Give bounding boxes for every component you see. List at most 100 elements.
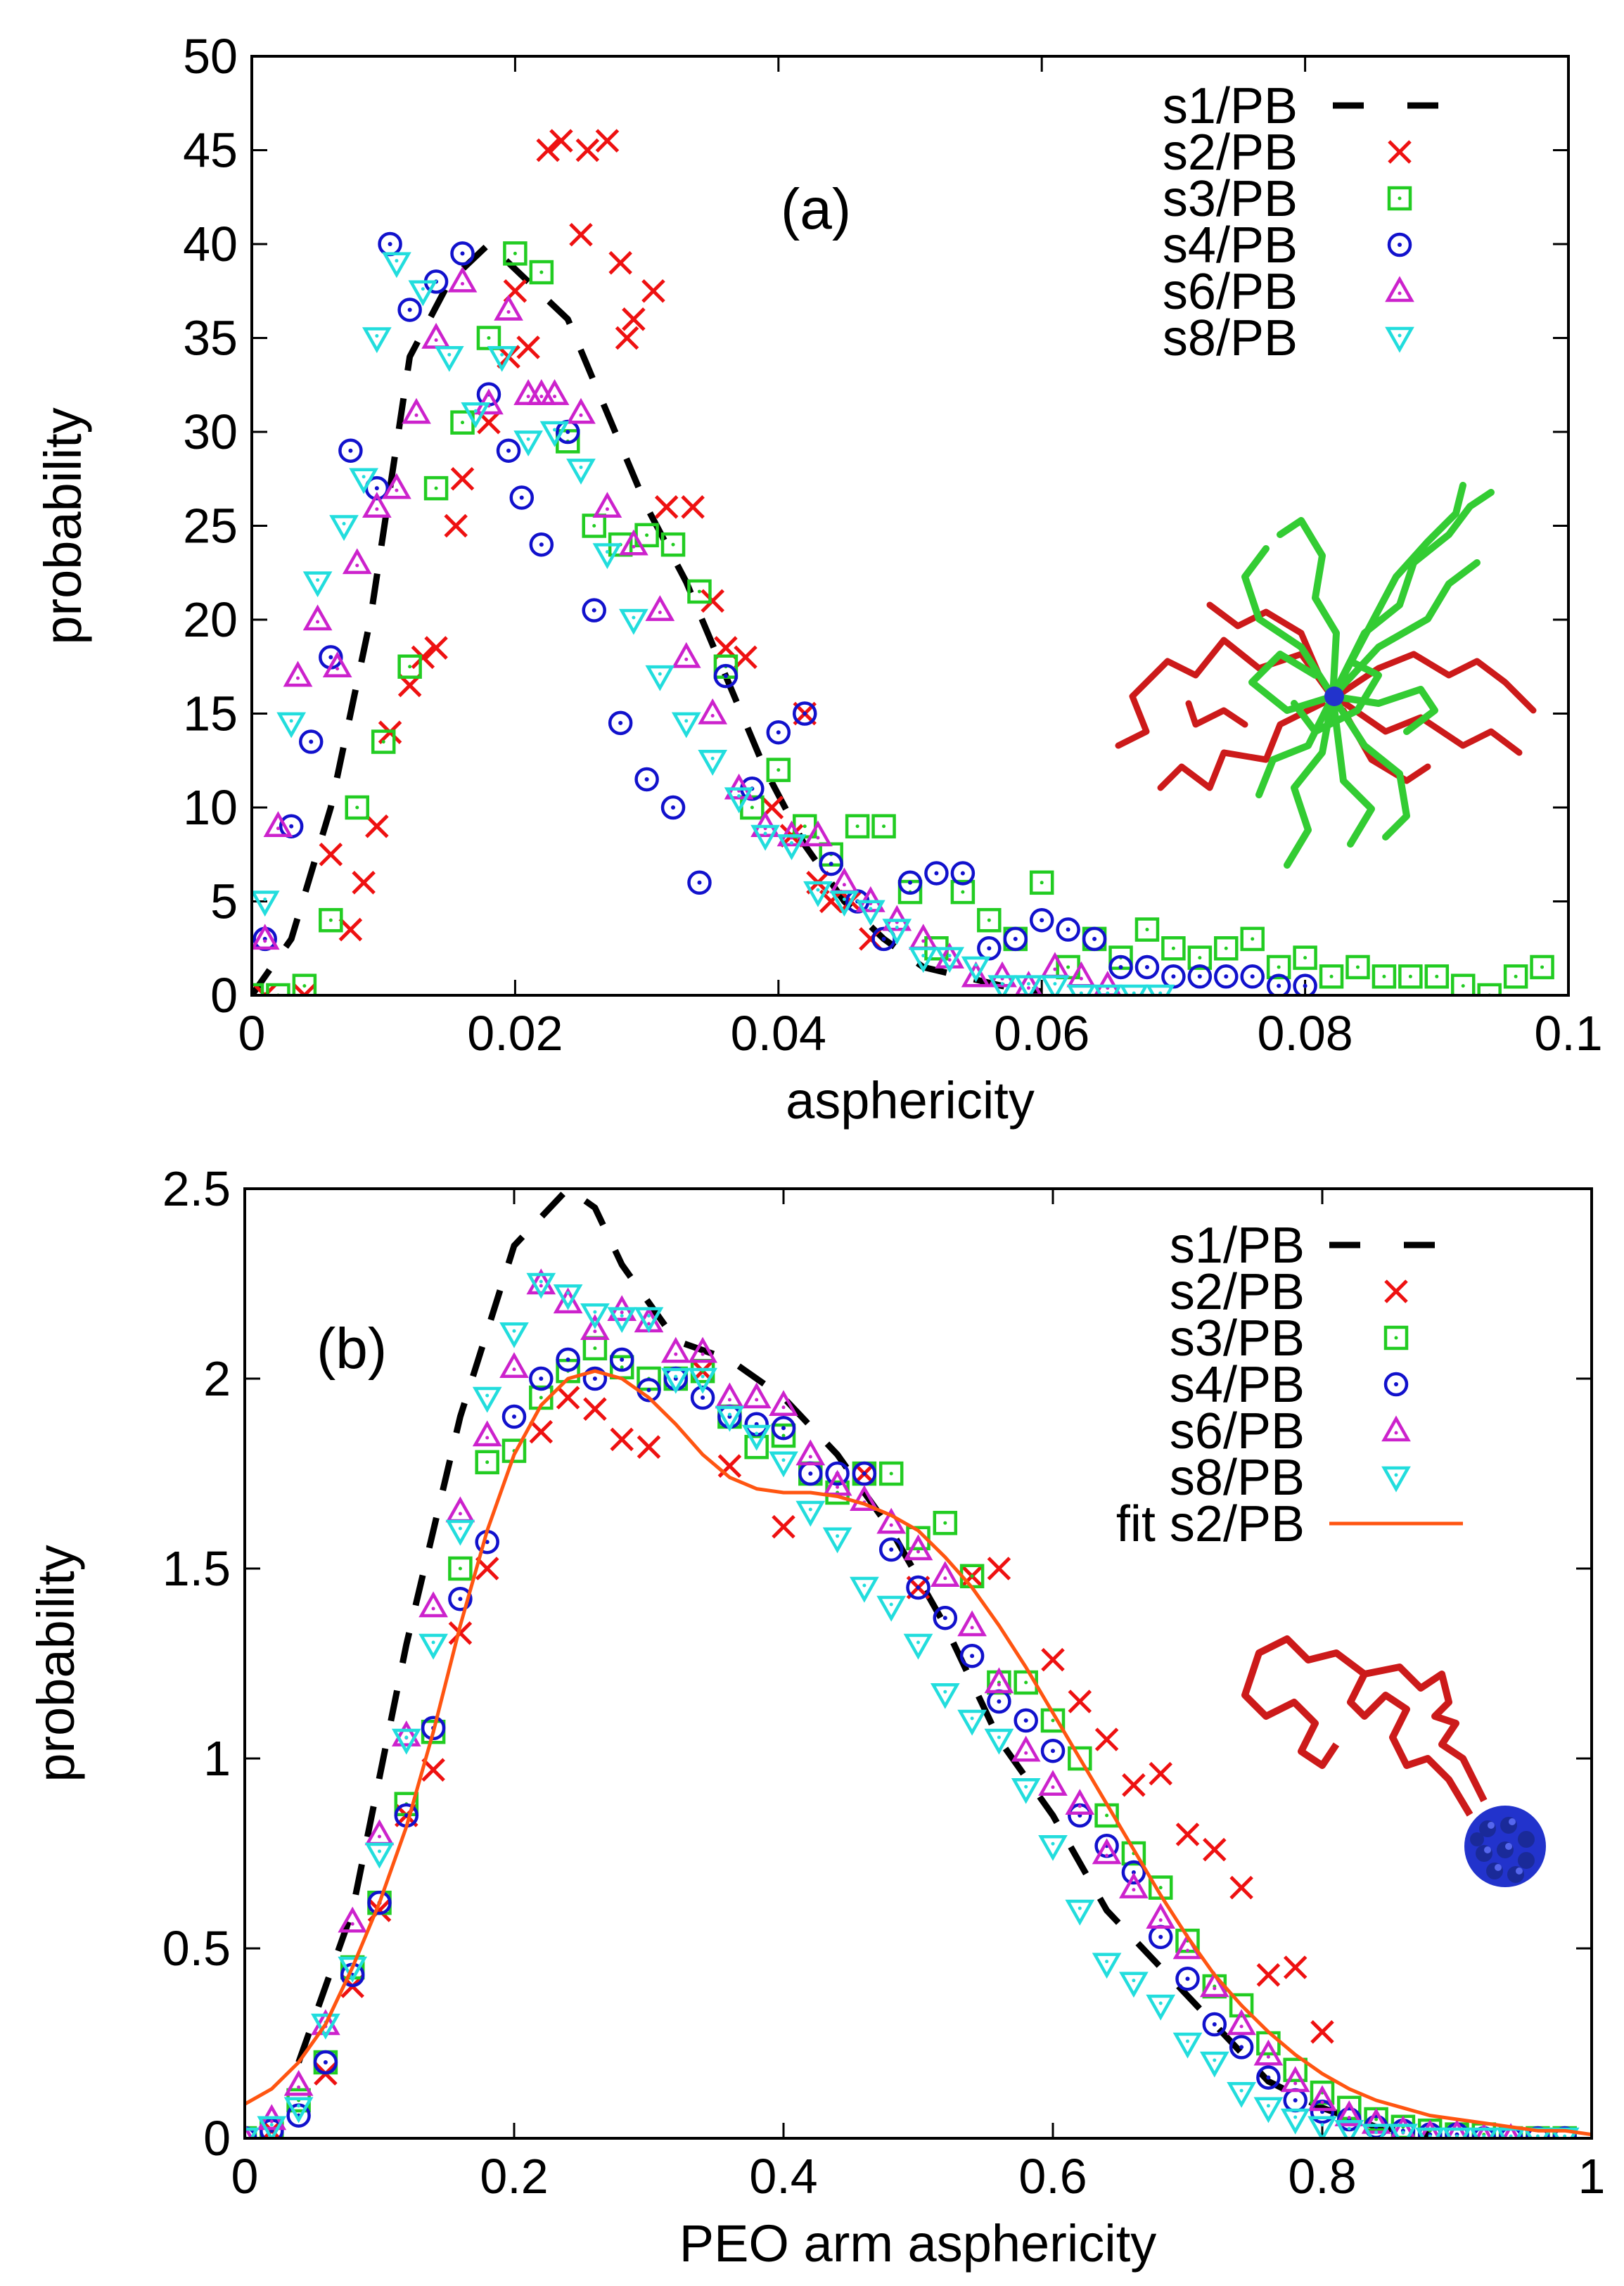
data-point-s6-pb: [592, 492, 622, 518]
legend-label-s6-pb: s6/PB: [1170, 1403, 1305, 1460]
data-point-s8-pb: [1280, 2108, 1310, 2135]
data-point-s8-pb: [715, 1405, 745, 1432]
data-point-s2-pb: [450, 466, 475, 491]
data-point-s3-pb: [660, 532, 686, 557]
data-point-s6-pb: [252, 924, 280, 950]
data-point-s8-pb: [252, 890, 280, 917]
data-point-s2-pb: [654, 495, 679, 519]
data-point-s3-pb: [371, 729, 396, 754]
data-point-s8-pb: [1014, 975, 1044, 995]
data-point-s3-pb: [448, 1556, 473, 1581]
data-point-s8-pb: [795, 1500, 826, 1527]
data-point-s2-pb: [338, 917, 363, 942]
data-point-s3-pb: [1187, 945, 1213, 970]
data-point-s3-pb: [397, 654, 422, 679]
data-point-s4-pb: [1187, 964, 1213, 989]
data-point-s8-pb: [987, 975, 1017, 995]
data-point-s3-pb: [950, 879, 976, 905]
data-point-s4-pb: [1056, 917, 1080, 942]
data-point-s8-pb: [935, 947, 965, 973]
data-point-s4-pb: [1214, 964, 1239, 989]
data-point-s4-pb: [852, 1461, 877, 1486]
data-point-s6-pb: [302, 604, 333, 631]
data-point-s8-pb: [257, 2116, 287, 2138]
data-point-s6-pb: [566, 397, 596, 424]
data-point-s8-pb: [619, 608, 648, 635]
data-point-s4-pb: [313, 2050, 338, 2075]
data-point-s4-pb: [897, 870, 923, 895]
data-point-s2-pb: [1283, 1955, 1307, 1979]
data-point-s4-pb: [338, 438, 363, 463]
data-point-s6-pb: [984, 1667, 1014, 1694]
data-point-s8-pb: [1011, 1777, 1041, 1804]
data-point-s4-pb: [1202, 2012, 1227, 2037]
data-point-s8-pb: [513, 430, 543, 456]
data-point-s6-pb: [447, 266, 478, 293]
data-point-s8-pb: [957, 1709, 987, 1736]
data-point-s6-pb: [1253, 2039, 1284, 2066]
data-point-s8-pb: [1172, 2032, 1203, 2059]
legend-symbol-s6-pb: [1381, 1415, 1411, 1442]
data-point-s6-pb: [1065, 1789, 1095, 1815]
data-point-s4-pb: [448, 1586, 473, 1611]
data-point-s6-pb: [769, 1390, 798, 1417]
data-point-s8-pb: [302, 571, 333, 598]
data-point-s2-pb: [610, 1427, 634, 1452]
y-tick-label: 25: [183, 499, 238, 554]
data-point-s6-pb: [1307, 2085, 1337, 2112]
data-point-s8-pb: [930, 1682, 960, 1709]
x-tick-label: 0.08: [1257, 1006, 1353, 1061]
star-polymer-inset-image: [1115, 482, 1537, 869]
x-tick-label: 0.6: [1018, 2149, 1087, 2204]
data-point-s4-pb: [634, 767, 659, 792]
data-point-s6-pb: [1011, 1735, 1041, 1762]
data-point-s4-pb: [878, 1537, 904, 1562]
data-point-s2-pb: [622, 307, 646, 331]
data-point-s8-pb: [660, 1367, 691, 1394]
data-point-s8-pb: [634, 1307, 664, 1334]
data-point-s3-pb: [1424, 964, 1450, 989]
x-tick-label: 0.8: [1288, 2149, 1356, 2204]
y-tick-label: 50: [183, 29, 238, 84]
data-point-s4-pb: [582, 598, 606, 622]
data-point-s4-pb: [959, 1643, 985, 1668]
data-point-s6-pb: [402, 397, 431, 424]
data-point-s3-pb: [933, 1510, 958, 1535]
data-point-s2-pb: [1175, 1822, 1200, 1846]
data-point-s2-pb: [444, 513, 468, 538]
data-point-s8-pb: [1038, 1834, 1068, 1861]
data-point-s8-pb: [688, 1367, 717, 1394]
legend-label-s8-pb: s8/PB: [1163, 310, 1298, 366]
data-point-s4-pb: [766, 720, 791, 745]
data-point-s4-pb: [950, 861, 976, 886]
panel-b-xlabel: PEO arm asphericity: [679, 2214, 1157, 2273]
legend-label-s1-pb: s1/PB: [1163, 78, 1298, 134]
data-point-s8-pb: [364, 1842, 395, 1869]
data-point-s6-pb: [822, 1469, 852, 1496]
data-point-s8-pb: [961, 956, 991, 983]
legend-label-s6-pb: s6/PB: [1163, 264, 1298, 320]
data-point-s3-pb: [1161, 936, 1186, 961]
data-point-s2-pb: [516, 336, 540, 359]
data-point-s8-pb: [382, 252, 411, 279]
legend-symbol-s2-pb: [1384, 1279, 1408, 1303]
data-point-s4-pb: [690, 1385, 715, 1410]
x-tick-label: 0.1: [1534, 1006, 1602, 1061]
data-point-s3-pb: [771, 1423, 796, 1448]
data-point-s2-pb: [536, 138, 560, 162]
panel-b-label: (b): [317, 1317, 387, 1381]
legend-symbol-s8-pb: [1385, 326, 1414, 353]
data-point-s6-pb: [382, 473, 411, 499]
data-point-s6-pb: [741, 1382, 772, 1409]
data-point-s2-pb: [1149, 1761, 1172, 1786]
data-point-s3-pb: [1398, 964, 1423, 989]
data-point-s6-pb: [698, 698, 728, 724]
data-point-s4-pb: [509, 485, 535, 510]
data-point-s6-pb: [283, 660, 313, 687]
data-point-s8-pb: [592, 543, 622, 570]
data-point-s3-pb: [1319, 964, 1344, 989]
data-point-s2-pb: [734, 645, 757, 670]
data-point-s8-pb: [553, 1284, 583, 1310]
series-line-s1-pb: [252, 241, 1042, 995]
data-point-s4-pb: [1266, 973, 1291, 995]
